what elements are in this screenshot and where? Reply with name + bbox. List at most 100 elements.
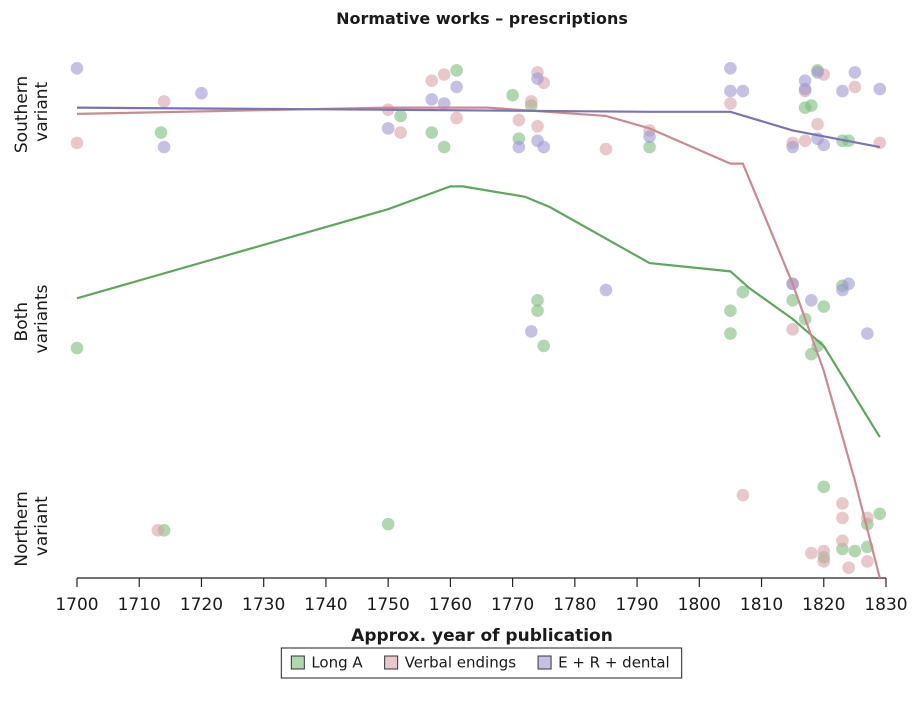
point <box>805 294 818 307</box>
point <box>836 534 849 548</box>
point <box>798 134 812 148</box>
point <box>70 136 84 150</box>
point <box>805 546 818 560</box>
point <box>537 339 551 353</box>
point <box>450 80 463 94</box>
point <box>512 140 526 154</box>
point <box>817 544 831 558</box>
legend-swatch <box>290 655 305 670</box>
point <box>836 511 849 525</box>
point <box>724 327 737 340</box>
trend-line <box>76 185 881 438</box>
point <box>437 68 451 81</box>
legend-label: E + R + dental <box>558 654 670 672</box>
legend-swatch <box>537 655 552 670</box>
x-axis-label: Approx. year of publication <box>351 626 613 646</box>
point <box>381 122 395 135</box>
point <box>381 517 395 531</box>
point <box>157 140 171 154</box>
point <box>643 140 656 154</box>
point <box>154 126 168 139</box>
point <box>512 113 526 127</box>
point <box>736 488 750 502</box>
y-tick-label: Southern variant <box>12 70 52 153</box>
point <box>531 120 544 133</box>
x-tick-label: 1800 <box>678 595 721 615</box>
legend-box <box>280 647 683 679</box>
point <box>425 93 439 106</box>
point <box>70 341 84 355</box>
point <box>724 97 737 110</box>
point <box>531 294 544 307</box>
point <box>450 64 463 77</box>
point <box>848 80 862 94</box>
legend-swatch <box>384 655 399 670</box>
point <box>861 555 874 568</box>
y-tick-label: Northern variant <box>12 486 52 567</box>
trend-line <box>76 106 880 149</box>
x-tick-label: 1780 <box>553 595 596 615</box>
point <box>450 111 463 125</box>
point <box>151 524 165 537</box>
legend-label: Long A <box>311 654 363 672</box>
x-tick-label: 1700 <box>55 595 98 615</box>
point <box>157 95 171 108</box>
point <box>836 84 849 98</box>
point <box>736 285 750 299</box>
point <box>70 61 84 75</box>
x-tick-label: 1720 <box>180 595 223 615</box>
point <box>817 138 831 152</box>
point <box>873 82 887 96</box>
x-tick-label: 1740 <box>304 595 347 615</box>
point <box>848 66 862 79</box>
x-tick-label: 1760 <box>429 595 472 615</box>
chart-title: Normative works – prescriptions <box>336 9 628 28</box>
x-tick-label: 1820 <box>802 595 845 615</box>
x-tick-label: 1770 <box>491 595 534 615</box>
point <box>724 304 737 318</box>
point <box>531 304 544 318</box>
x-tick-label: 1810 <box>740 595 783 615</box>
point <box>786 140 799 154</box>
x-tick-label: 1710 <box>118 595 161 615</box>
point <box>811 117 824 131</box>
trend-line <box>76 106 881 579</box>
point <box>811 66 824 79</box>
point <box>524 325 538 338</box>
point <box>736 84 750 98</box>
point <box>643 130 656 143</box>
point <box>798 82 812 96</box>
point <box>842 561 855 574</box>
point <box>531 72 544 85</box>
y-tick-label: Both variants <box>12 284 52 353</box>
x-tick-label: 1830 <box>864 595 907 615</box>
point <box>842 277 855 291</box>
point <box>437 140 451 154</box>
point <box>861 327 874 340</box>
point <box>817 480 831 494</box>
x-tick-label: 1790 <box>615 595 658 615</box>
x-tick-label: 1750 <box>367 595 410 615</box>
point <box>848 544 862 558</box>
point <box>873 507 887 521</box>
point <box>817 555 831 568</box>
point <box>836 497 849 510</box>
point <box>817 300 831 313</box>
point <box>195 86 208 100</box>
point <box>786 323 799 336</box>
point <box>425 74 439 88</box>
point <box>524 95 538 108</box>
point <box>724 61 737 75</box>
point <box>786 294 799 307</box>
x-tick-label: 1730 <box>242 595 285 615</box>
point <box>394 126 407 139</box>
legend-label: Verbal endings <box>405 654 517 672</box>
point <box>724 84 737 98</box>
point <box>599 283 613 297</box>
point <box>599 142 613 156</box>
point <box>805 99 818 112</box>
legend: Long A Verbal endings E + R + dental <box>280 647 683 679</box>
point <box>425 126 439 139</box>
